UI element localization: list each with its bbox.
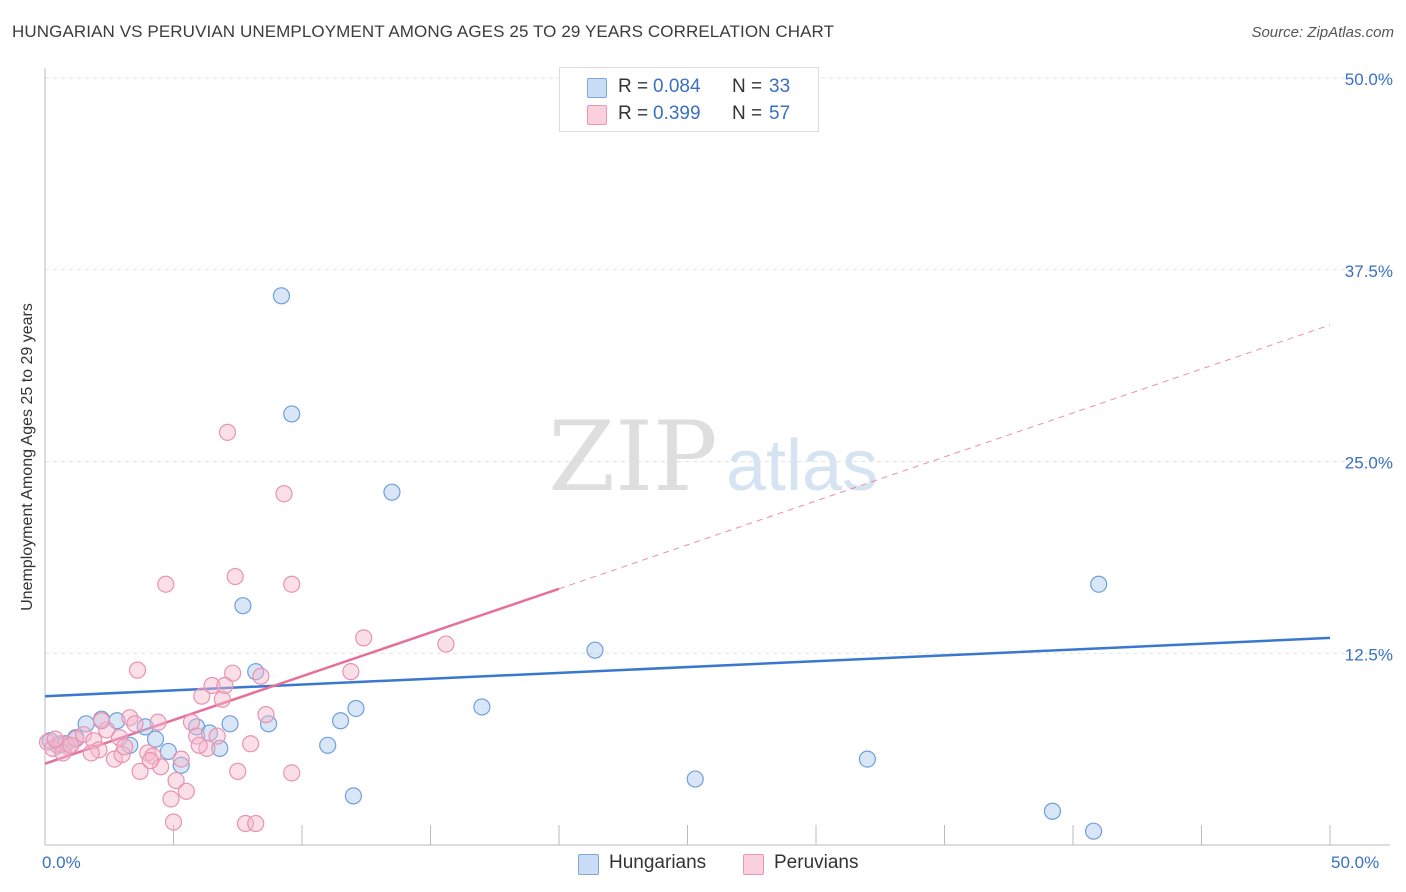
data-point-hungarians [686,770,704,788]
data-point-peruvians [224,664,242,682]
y-tick-label: 25.0% [1345,454,1393,473]
watermark-atlas: atlas [726,426,878,506]
data-point-peruvians [208,727,226,745]
chart-source: Source: ZipAtlas.com [1251,24,1394,41]
hungarians-swatch [578,854,599,875]
data-point-peruvians [62,736,80,754]
data-points [38,287,1108,840]
data-point-peruvians [275,485,293,503]
data-point-peruvians [82,744,100,762]
hungarians-swatch [587,78,607,98]
data-point-peruvians [162,790,180,808]
r-value: 0.399 [653,103,701,124]
data-point-peruvians [46,730,64,748]
y-tick-labels: 12.5% 25.0% 37.5% 50.0% [1345,70,1393,664]
data-point-peruvians [229,762,247,780]
data-point-hungarians [159,742,177,761]
data-point-peruvians [110,729,129,747]
watermark-zip: ZIP [548,401,717,513]
data-point-peruvians [164,813,183,831]
data-point-peruvians [247,814,265,833]
legend-label: Peruvians [774,852,859,873]
x-tick-label-max: 50.0% [1331,853,1380,872]
data-point-hungarians [221,715,239,733]
data-point-peruvians [257,706,275,724]
data-point-peruvians [131,762,149,780]
n-value: 57 [769,103,791,124]
r-value: 0.084 [653,76,701,97]
data-point-peruvians [128,661,147,679]
data-point-peruvians [226,567,244,586]
data-point-hungarians [383,483,401,501]
n-label: N = [732,76,763,97]
data-point-peruvians [355,629,373,647]
legend-row-peruvians: R = 0.399 N = 57 [560,103,818,127]
r-label: R = [618,76,649,97]
data-point-peruvians [193,687,211,705]
data-point-peruvians [149,713,167,731]
data-point-peruvians [437,635,455,653]
data-point-peruvians [203,676,221,695]
trend-line-peruvians [44,587,560,765]
r-label: R = [618,103,649,124]
trend-line-hungarians [44,636,1331,698]
data-point-hungarians [586,641,604,659]
data-point-hungarians [347,699,365,718]
data-point-hungarians [146,730,165,748]
correlation-legend: R = 0.084 N = 33 R = 0.399 N = 57 [559,67,819,132]
data-point-peruvians [172,750,190,768]
x-tick-label-min: 0.0% [42,853,81,872]
data-point-hungarians [473,698,491,716]
axes [44,68,1390,846]
data-point-peruvians [252,667,270,685]
data-point-hungarians [331,712,350,730]
data-point-hungarians [283,405,301,423]
y-tick-label: 37.5% [1345,262,1393,281]
data-point-peruvians [167,771,185,790]
data-point-peruvians [283,575,301,593]
data-point-peruvians [218,423,237,441]
data-point-hungarians [858,750,877,768]
data-point-hungarians [136,718,154,736]
data-point-hungarians [172,756,190,774]
trend-line-peruvians [558,324,1331,590]
data-point-peruvians [213,690,231,708]
peruvians-swatch [743,854,764,875]
legend-label: Hungarians [609,852,707,873]
data-point-peruvians [126,715,144,733]
series-legend: Hungarians Peruvians [0,852,1406,876]
data-point-peruvians [190,736,208,754]
y-tick-label: 12.5% [1345,645,1393,664]
data-point-peruvians [157,575,175,593]
data-point-peruvians [141,752,159,770]
data-point-peruvians [92,712,111,730]
trend-lines [44,324,1331,765]
data-point-peruvians [74,725,93,744]
data-point-hungarians [1084,822,1103,840]
n-value: 33 [769,76,791,97]
data-point-peruvians [242,735,260,753]
data-point-hungarians [272,287,291,305]
grid [45,77,1390,654]
legend-row-hungarians: R = 0.084 N = 33 [560,76,818,100]
data-point-hungarians [234,597,252,615]
peruvians-swatch [587,105,607,125]
data-point-hungarians [1090,575,1108,593]
data-point-peruvians [342,663,360,681]
data-point-peruvians [216,676,234,695]
data-point-hungarians [344,787,362,805]
chart-title: HUNGARIAN VS PERUVIAN UNEMPLOYMENT AMONG… [12,22,835,41]
data-point-peruvians [177,782,195,800]
data-point-hungarians [1043,802,1062,820]
data-point-hungarians [319,736,337,754]
data-point-peruvians [283,764,301,782]
data-point-peruvians [152,758,170,776]
y-tick-label: 50.0% [1345,70,1393,89]
data-point-peruvians [116,738,134,756]
data-point-peruvians [98,721,116,739]
n-label: N = [732,103,763,124]
watermark: ZIP atlas [548,401,878,513]
data-point-hungarians [247,663,265,681]
